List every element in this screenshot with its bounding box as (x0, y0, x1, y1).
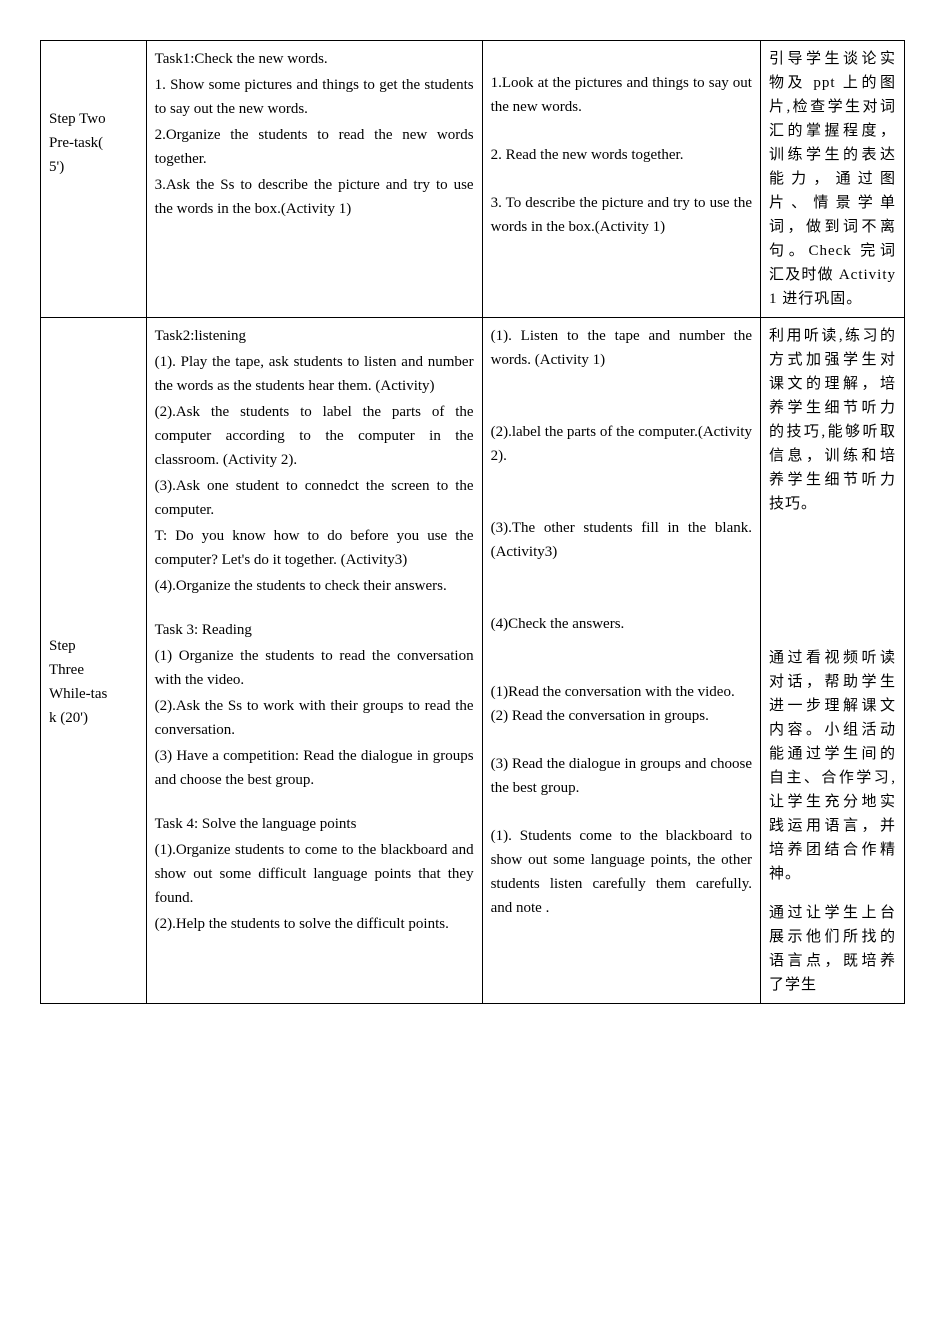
step-cell: Step Three While-tas k (20') (41, 318, 147, 1004)
text-line: 2. Read the new words together. (491, 143, 752, 167)
purpose-text: 通过让学生上台展示他们所找的语言点，既培养了学生 (769, 901, 896, 997)
text-line: (3) Read the dialogue in groups and choo… (491, 752, 752, 800)
text-line: (1)Read the conversation with the video. (491, 680, 752, 704)
text-line: (4).Organize the students to check their… (155, 574, 474, 598)
step-label: While-tas (49, 686, 107, 702)
text-line (491, 372, 752, 396)
text-line (491, 468, 752, 492)
text-line: 3. To describe the picture and try to us… (491, 191, 752, 239)
text-line: (2).Ask the students to label the parts … (155, 400, 474, 472)
text-line (491, 588, 752, 612)
step-label: Three (49, 662, 84, 678)
text-line (491, 167, 752, 191)
purpose-text: 利用听读,练习的方式加强学生对课文的理解，培养学生细节听力的技巧,能够听取信息，… (769, 324, 896, 516)
text-line (491, 800, 752, 824)
text-line: (1). Students come to the blackboard to … (491, 824, 752, 920)
text-line: 1.Look at the pictures and things to say… (491, 71, 752, 119)
step-label: k (20') (49, 710, 88, 726)
table-row: Step Three While-tas k (20') Task2:liste… (41, 318, 905, 1004)
text-line (491, 564, 752, 588)
text-line: (3) Have a competition: Read the dialogu… (155, 744, 474, 792)
text-line: (2).Ask the Ss to work with their groups… (155, 694, 474, 742)
step-label: Step (49, 638, 76, 654)
text-line: 2.Organize the students to read the new … (155, 123, 474, 171)
text-line (491, 656, 752, 680)
text-line (491, 396, 752, 420)
text-line: (2) Read the conversation in groups. (491, 704, 752, 728)
student-cell: (1). Listen to the tape and number the w… (482, 318, 760, 1004)
purpose-cell: 引导学生谈论实物及 ppt 上的图片,检查学生对词汇的掌握程度，训练学生的表达能… (760, 41, 904, 318)
text-line: Task 4: Solve the language points (155, 812, 474, 836)
purpose-text: 引导学生谈论实物及 ppt 上的图片,检查学生对词汇的掌握程度，训练学生的表达能… (769, 51, 896, 307)
teacher-cell: Task1:Check the new words. 1. Show some … (146, 41, 482, 318)
text-line: 3.Ask the Ss to describe the picture and… (155, 173, 474, 221)
text-line: T: Do you know how to do before you use … (155, 524, 474, 572)
text-line (491, 728, 752, 752)
text-line: 1. Show some pictures and things to get … (155, 73, 474, 121)
step-label: 5') (49, 159, 64, 175)
purpose-cell: 利用听读,练习的方式加强学生对课文的理解，培养学生细节听力的技巧,能够听取信息，… (760, 318, 904, 1004)
step-label: Step Two (49, 111, 106, 127)
lesson-plan-table: Step Two Pre-task( 5') Task1:Check the n… (40, 40, 905, 1004)
text-line: (3).Ask one student to connedct the scre… (155, 474, 474, 522)
text-line (491, 119, 752, 143)
table-row: Step Two Pre-task( 5') Task1:Check the n… (41, 41, 905, 318)
text-line: Task 3: Reading (155, 618, 474, 642)
text-line: Task1:Check the new words. (155, 47, 474, 71)
step-cell: Step Two Pre-task( 5') (41, 41, 147, 318)
text-line (491, 492, 752, 516)
step-label: Pre-task( (49, 135, 103, 151)
text-line (491, 47, 752, 71)
text-line: (1) Organize the students to read the co… (155, 644, 474, 692)
text-line: (4)Check the answers. (491, 612, 752, 636)
text-line: (2).label the parts of the computer.(Act… (491, 420, 752, 468)
purpose-text: 通过看视频听读对话，帮助学生进一步理解课文内容。小组活动能通过学生间的自主、合作… (769, 646, 896, 886)
text-line: (3).The other students fill in the blank… (491, 516, 752, 564)
teacher-cell: Task2:listening (1). Play the tape, ask … (146, 318, 482, 1004)
text-line: (2).Help the students to solve the diffi… (155, 912, 474, 936)
text-line: (1). Play the tape, ask students to list… (155, 350, 474, 398)
text-line: (1). Listen to the tape and number the w… (491, 324, 752, 372)
text-line: (1).Organize students to come to the bla… (155, 838, 474, 910)
text-line: Task2:listening (155, 324, 474, 348)
student-cell: 1.Look at the pictures and things to say… (482, 41, 760, 318)
